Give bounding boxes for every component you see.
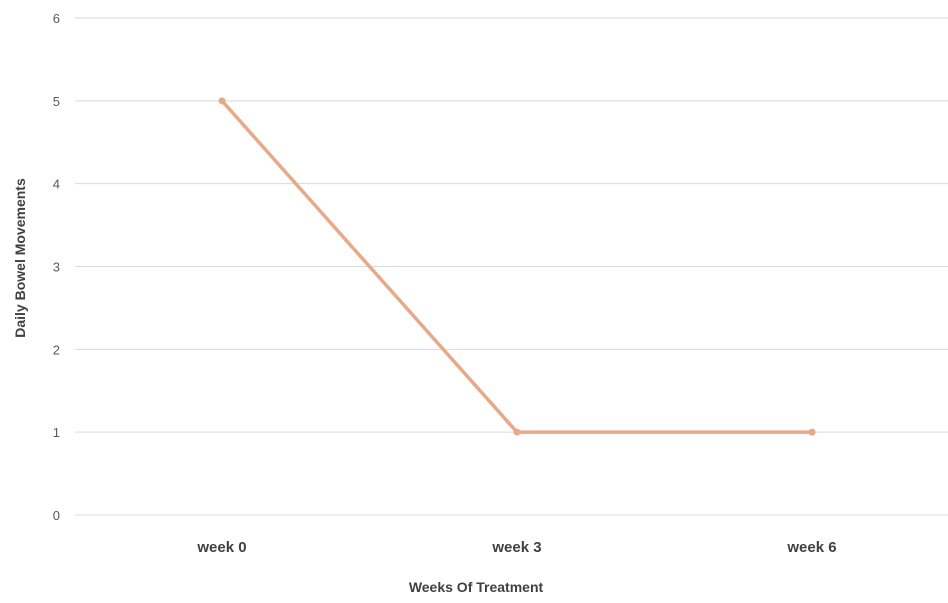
- x-tick-label: week 0: [196, 539, 246, 556]
- data-point: [218, 97, 226, 105]
- data-point: [808, 428, 816, 436]
- x-axis-title: Weeks Of Treatment: [409, 579, 544, 595]
- x-tick-label: week 6: [786, 539, 836, 556]
- y-tick-label: 0: [53, 508, 60, 523]
- series-plot: [218, 97, 816, 436]
- gridlines: [75, 17, 948, 516]
- data-point: [513, 428, 521, 436]
- y-tick-label: 1: [53, 425, 60, 440]
- x-tick-label: week 3: [491, 539, 541, 556]
- y-tick-label: 5: [53, 94, 60, 109]
- y-axis-title: Daily Bowel Movements: [12, 178, 28, 338]
- y-tick-label: 2: [53, 342, 60, 357]
- y-tick-label: 6: [53, 11, 60, 26]
- x-axis-ticks: week 0 week 3 week 6: [196, 539, 836, 556]
- y-tick-label: 4: [53, 177, 60, 192]
- y-axis-ticks: 0 1 2 3 4 5 6: [53, 11, 60, 523]
- y-tick-label: 3: [53, 260, 60, 275]
